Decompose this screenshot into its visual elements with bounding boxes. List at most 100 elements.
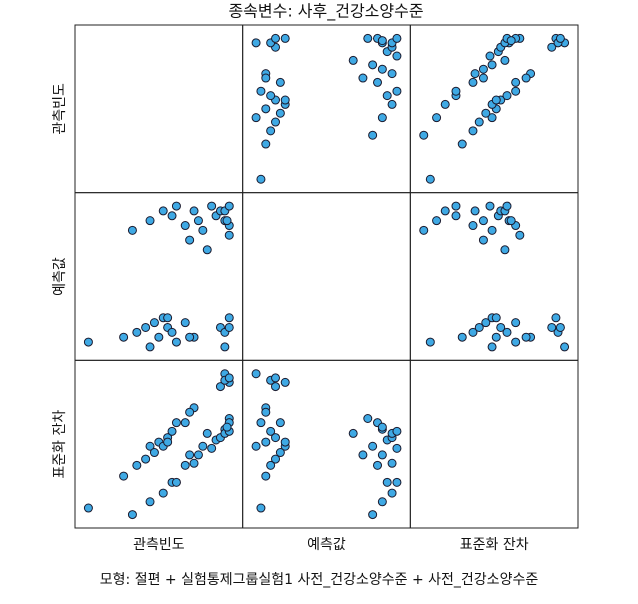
point [163, 437, 173, 447]
point [468, 327, 478, 337]
point [432, 216, 442, 226]
point [275, 77, 285, 87]
point [440, 99, 450, 109]
point [491, 95, 501, 105]
point [163, 313, 173, 323]
point [271, 454, 281, 464]
point [502, 327, 512, 337]
footnote: 모형: 절편 + 실험통제그룹실험1 사전_건강소양수준 + 사전_건강소양수준 [100, 572, 539, 588]
point [457, 139, 467, 149]
point [377, 497, 387, 507]
point [171, 201, 181, 211]
point [189, 206, 199, 216]
point [500, 55, 510, 65]
point [496, 322, 506, 332]
point [171, 337, 181, 347]
point [224, 322, 234, 332]
point [521, 332, 531, 342]
point [261, 471, 271, 481]
point [358, 450, 368, 460]
point [185, 450, 195, 460]
point [425, 337, 435, 347]
point [485, 201, 495, 211]
point [419, 130, 429, 140]
point [474, 117, 484, 127]
point [185, 332, 195, 342]
point [502, 91, 512, 101]
panel [74, 24, 244, 194]
point [511, 318, 521, 328]
point [185, 407, 195, 417]
point [280, 95, 290, 105]
point [224, 230, 234, 240]
y-axis-label: 관측빈도 [52, 83, 68, 135]
point [506, 36, 516, 46]
point [132, 327, 142, 337]
point [560, 342, 570, 352]
point [202, 245, 212, 255]
point [511, 337, 521, 347]
point [377, 36, 387, 46]
point [368, 60, 378, 70]
point [372, 460, 382, 470]
x-axis-label: 관측빈도 [133, 537, 185, 553]
point [180, 418, 190, 428]
point [377, 450, 387, 460]
point [478, 216, 488, 226]
point [224, 201, 234, 211]
point [392, 443, 402, 453]
y-axis-label: 표준화 잔차 [52, 410, 68, 479]
point [555, 33, 565, 43]
point [478, 73, 488, 83]
point [547, 42, 557, 52]
point [382, 477, 392, 487]
point [368, 130, 378, 140]
point [440, 206, 450, 216]
point [256, 503, 266, 513]
point [145, 441, 155, 451]
point [141, 454, 151, 464]
point [271, 33, 281, 43]
point [167, 426, 177, 436]
point [180, 460, 190, 470]
point [377, 64, 387, 74]
point [387, 488, 397, 498]
point [251, 38, 261, 48]
point [387, 458, 397, 468]
point [261, 139, 271, 149]
point [372, 77, 382, 87]
point [485, 51, 495, 61]
point [280, 33, 290, 43]
point [266, 460, 276, 470]
chart-title: 종속변수: 사후_건강소양수준 [228, 2, 423, 22]
panel [409, 359, 579, 529]
point [167, 327, 177, 337]
point [145, 216, 155, 226]
point [261, 104, 271, 114]
point [271, 382, 281, 392]
point [180, 221, 190, 231]
point [266, 126, 276, 136]
point [392, 86, 402, 96]
point [451, 86, 461, 96]
point [251, 441, 261, 451]
point [261, 407, 271, 417]
point [271, 373, 281, 383]
point [202, 428, 212, 438]
point [256, 418, 266, 428]
point [251, 113, 261, 123]
point [280, 377, 290, 387]
point [220, 342, 230, 352]
point [382, 91, 392, 101]
point [478, 64, 488, 74]
point [392, 426, 402, 436]
point [224, 373, 234, 383]
point [171, 418, 181, 428]
point [470, 69, 480, 79]
y-axis-label: 예측값 [52, 257, 68, 296]
point [198, 225, 208, 235]
point [275, 108, 285, 118]
point [224, 313, 234, 323]
x-axis-label: 표준화 잔차 [460, 537, 529, 553]
point [158, 488, 168, 498]
